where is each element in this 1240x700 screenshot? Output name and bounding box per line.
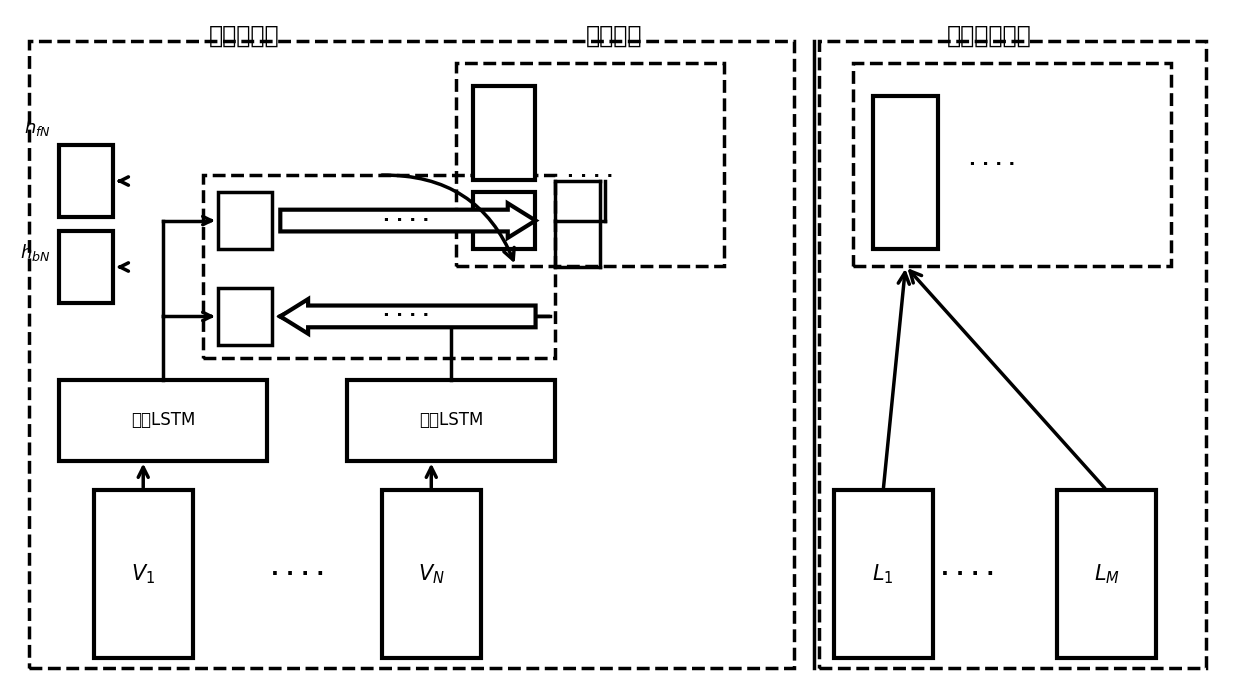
Bar — [833, 490, 932, 658]
Text: 前导标签特征: 前导标签特征 — [947, 23, 1032, 48]
Text: 前向LSTM: 前向LSTM — [131, 411, 195, 429]
Bar — [1056, 490, 1157, 658]
Text: $h_{fN}$: $h_{fN}$ — [24, 117, 51, 138]
Text: · · · ·: · · · · — [567, 168, 614, 186]
Bar — [58, 379, 268, 461]
Bar — [29, 41, 794, 668]
Text: $L_1$: $L_1$ — [873, 563, 894, 586]
Text: · · · ·: · · · · — [970, 155, 1016, 174]
FancyArrow shape — [280, 203, 536, 238]
Bar — [472, 192, 534, 249]
Text: $L_M$: $L_M$ — [1094, 563, 1120, 586]
Text: · · · ·: · · · · — [270, 564, 324, 584]
Text: 输出序列: 输出序列 — [585, 23, 642, 48]
Text: 后向LSTM: 后向LSTM — [419, 411, 484, 429]
Text: 隐藏层状态: 隐藏层状态 — [210, 23, 280, 48]
Bar — [218, 288, 273, 345]
Bar — [58, 232, 113, 302]
Bar — [853, 64, 1172, 266]
Bar — [382, 490, 481, 658]
Text: · · · ·: · · · · — [941, 564, 994, 584]
Bar — [58, 146, 113, 216]
Bar — [347, 379, 556, 461]
Bar — [218, 192, 273, 249]
Bar — [873, 96, 937, 249]
Text: · · · ·: · · · · — [383, 211, 429, 230]
Bar — [203, 175, 556, 358]
Bar — [456, 64, 724, 266]
Text: $h_{bN}$: $h_{bN}$ — [20, 242, 51, 263]
Bar — [472, 86, 534, 180]
FancyArrow shape — [280, 299, 536, 334]
Bar — [818, 41, 1207, 668]
Bar — [93, 490, 193, 658]
Text: $V_1$: $V_1$ — [131, 563, 155, 586]
Text: $V_N$: $V_N$ — [418, 563, 445, 586]
Text: · · · ·: · · · · — [383, 307, 429, 326]
